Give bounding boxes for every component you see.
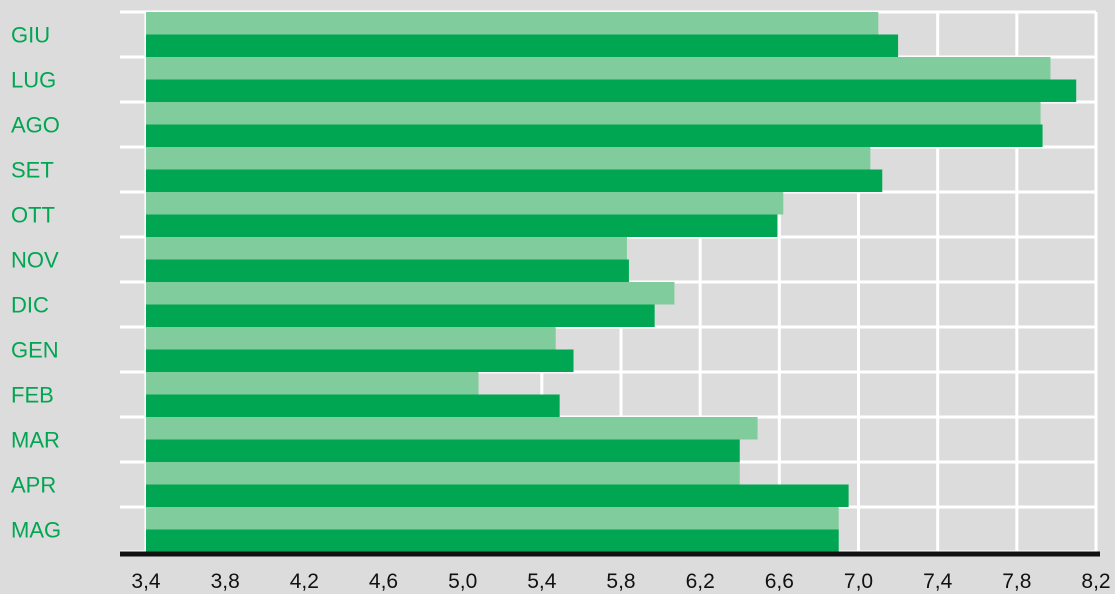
- bar-series-1-lug: [146, 57, 1051, 80]
- bar-series-2-nov: [146, 259, 629, 282]
- x-tick-label: 7,4: [923, 570, 953, 593]
- category-labels: GIU LUG AGO SET OTT NOV DIC GEN FEB MAR APR MAG: [11, 23, 61, 543]
- x-tick-label: 6,2: [686, 570, 715, 593]
- x-tick-label: 4,2: [290, 570, 319, 593]
- category-label: GIU: [11, 23, 50, 48]
- bar-series-2-apr: [146, 484, 849, 507]
- bar-series-2-lug: [146, 79, 1077, 102]
- bar-series-2-ago: [146, 124, 1043, 147]
- x-tick-label: 7,8: [1002, 570, 1031, 593]
- x-tick-label: 3,8: [211, 570, 240, 593]
- bar-series-2-set: [146, 169, 883, 192]
- category-label: DIC: [11, 293, 49, 318]
- x-tick-label: 7,0: [844, 570, 873, 593]
- category-label: MAG: [11, 518, 61, 543]
- bar-series-2-mar: [146, 439, 740, 462]
- x-tick-label: 5,4: [527, 570, 557, 593]
- bar-series-1-apr: [146, 462, 740, 485]
- category-label: LUG: [11, 68, 56, 93]
- bar-series-2-gen: [146, 349, 574, 372]
- bar-series-2-ott: [146, 214, 778, 237]
- x-tick-label: 5,0: [448, 570, 477, 593]
- category-label: GEN: [11, 338, 59, 363]
- category-label: AGO: [11, 113, 60, 138]
- x-axis: 3,4 3,8 4,2 4,6 5,0 5,4 5,8 6,2 6,6 7,0 7,4 7,8 8,2: [120, 551, 1111, 593]
- bar-series-1-dic: [146, 282, 675, 305]
- bar-series-1-nov: [146, 237, 627, 260]
- category-label: FEB: [11, 383, 54, 408]
- bar-series-2-mag: [146, 529, 839, 552]
- bar-series-1-giu: [146, 12, 879, 35]
- x-tick-label: 3,4: [131, 570, 161, 593]
- x-tick-label: 6,6: [765, 570, 794, 593]
- category-label: SET: [11, 158, 54, 183]
- x-tick-label: 5,8: [606, 570, 635, 593]
- category-label: OTT: [11, 203, 55, 228]
- bar-series-1-gen: [146, 327, 556, 350]
- category-label: NOV: [11, 248, 59, 273]
- bar-series-2-feb: [146, 394, 560, 417]
- x-tick-label: 4,6: [369, 570, 398, 593]
- x-tick-label: 8,2: [1081, 570, 1110, 593]
- bars: [146, 12, 1077, 552]
- bar-series-1-ago: [146, 102, 1041, 125]
- bar-series-1-feb: [146, 372, 479, 395]
- bar-series-2-dic: [146, 304, 655, 327]
- bar-series-1-mar: [146, 417, 758, 440]
- bar-series-1-set: [146, 147, 871, 170]
- category-label: MAR: [11, 428, 60, 453]
- category-label: APR: [11, 473, 56, 498]
- bar-series-2-giu: [146, 34, 899, 57]
- bar-series-1-ott: [146, 192, 784, 215]
- bar-series-1-mag: [146, 507, 839, 530]
